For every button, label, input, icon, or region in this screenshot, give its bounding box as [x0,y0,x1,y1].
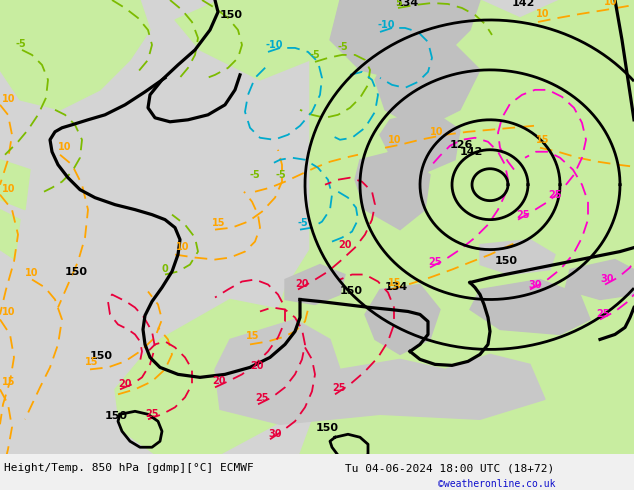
Text: 10: 10 [536,9,550,19]
Polygon shape [175,0,310,80]
Text: 10: 10 [176,242,190,251]
Text: 10: 10 [2,307,15,318]
Polygon shape [0,210,20,260]
Text: -5: -5 [15,39,26,49]
Text: 25: 25 [428,257,441,267]
Text: -5: -5 [310,50,321,60]
Text: 30: 30 [268,429,281,439]
Text: 150: 150 [105,411,128,421]
Text: 10: 10 [604,0,618,7]
Text: 0: 0 [162,264,169,273]
Text: 150: 150 [316,423,339,433]
Text: 150: 150 [220,10,243,20]
Text: 150: 150 [90,351,113,362]
Polygon shape [215,319,545,424]
Text: -5: -5 [338,42,349,52]
Text: ©weatheronline.co.uk: ©weatheronline.co.uk [438,479,555,489]
Polygon shape [470,279,590,335]
Text: 15: 15 [85,357,98,368]
Text: 15: 15 [388,277,401,288]
Text: 15: 15 [212,218,226,228]
Text: 150: 150 [340,286,363,295]
Text: -5: -5 [275,170,286,180]
Text: -10: -10 [378,20,396,30]
Polygon shape [565,260,634,299]
Polygon shape [0,160,30,210]
Text: 10: 10 [2,94,15,104]
Text: 25: 25 [332,383,346,393]
Text: -5: -5 [250,170,261,180]
Text: 20: 20 [212,376,226,386]
Text: 10: 10 [388,135,401,145]
Text: 10: 10 [2,184,15,194]
Polygon shape [285,265,345,304]
Text: 15: 15 [246,331,259,342]
Polygon shape [375,40,480,130]
Text: 142: 142 [460,147,483,157]
Text: 10: 10 [430,127,444,137]
Polygon shape [270,0,634,454]
Text: 5: 5 [395,0,402,8]
Polygon shape [480,240,555,274]
Text: 20: 20 [118,379,131,390]
Text: 25: 25 [255,393,269,403]
Text: -5: -5 [108,0,119,2]
Polygon shape [115,299,300,454]
Text: Height/Temp. 850 hPa [gdmp][°C] ECMWF: Height/Temp. 850 hPa [gdmp][°C] ECMWF [4,463,254,473]
Text: 10: 10 [25,268,39,277]
Text: 20: 20 [295,278,309,289]
Text: 142: 142 [512,0,535,8]
Text: 15: 15 [2,377,15,388]
Polygon shape [0,0,150,110]
Text: 20: 20 [250,361,264,371]
Text: -10: -10 [265,40,283,50]
Text: 134: 134 [385,282,408,292]
Polygon shape [330,0,480,80]
Text: 134: 134 [396,0,419,8]
Polygon shape [300,379,634,454]
Polygon shape [355,150,430,230]
Text: 126: 126 [450,140,474,150]
Text: 15: 15 [536,135,550,145]
Text: -5: -5 [298,218,309,228]
Text: 25: 25 [516,210,529,220]
Text: 25: 25 [596,310,609,319]
Text: 25: 25 [548,190,562,199]
Text: 20: 20 [338,240,351,249]
Text: 30: 30 [600,273,614,284]
Text: 10: 10 [58,142,72,152]
Text: 150: 150 [495,256,518,266]
Text: Tu 04-06-2024 18:00 UTC (18+72): Tu 04-06-2024 18:00 UTC (18+72) [345,463,554,473]
Polygon shape [365,285,440,354]
Text: 30: 30 [528,279,541,290]
Text: 150: 150 [65,267,88,276]
Text: 25: 25 [145,409,158,419]
Polygon shape [380,110,460,175]
